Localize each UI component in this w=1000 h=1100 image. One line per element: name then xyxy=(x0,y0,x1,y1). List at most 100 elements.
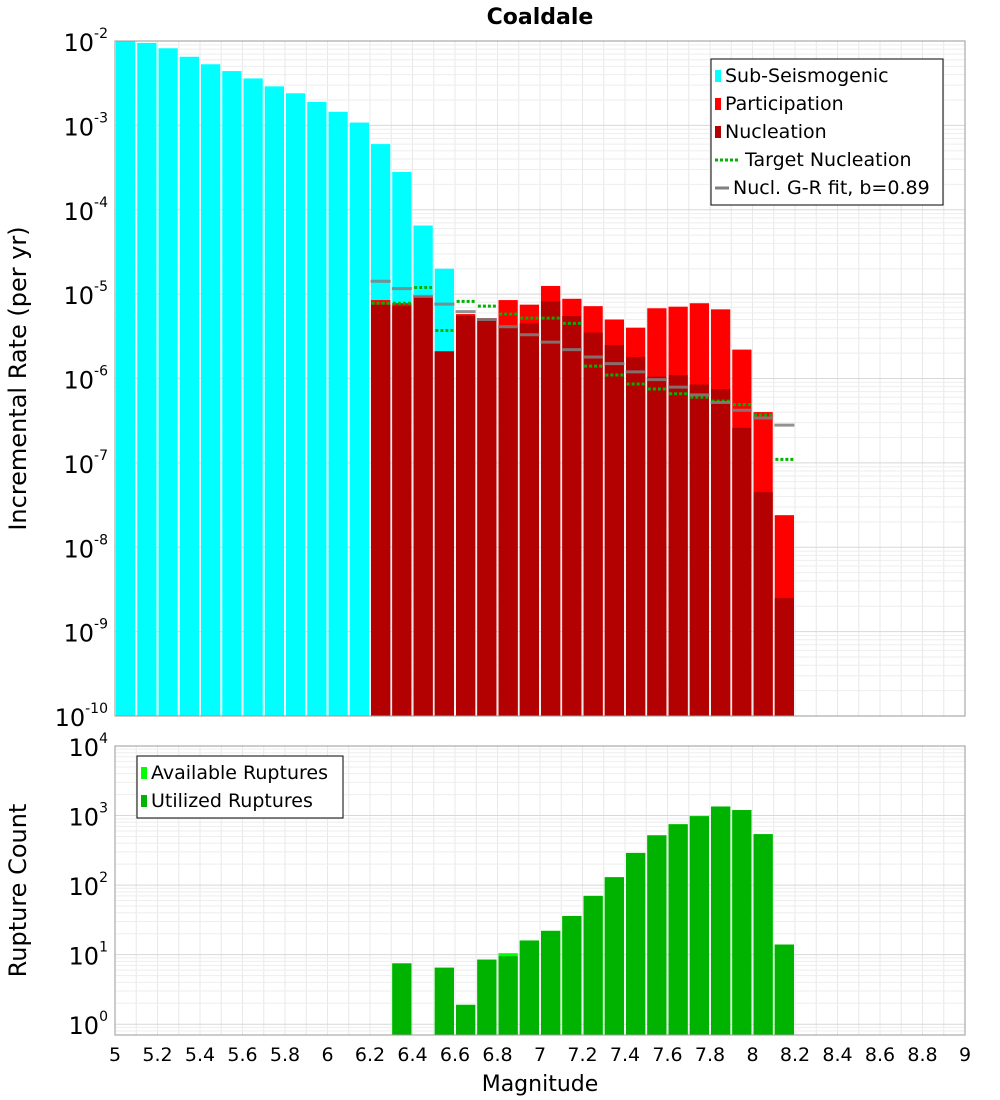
x-tick-label: 5.2 xyxy=(142,1044,172,1066)
x-tick-label: 5.6 xyxy=(227,1044,257,1066)
rate-y-axis-label: Incremental Rate (per yr) xyxy=(4,226,32,530)
count-y-axis-label: Rupture Count xyxy=(4,804,32,978)
count-bar xyxy=(689,816,709,1035)
rate-legend-label: Sub-Seismogenic xyxy=(725,65,889,87)
x-tick-label: 6.6 xyxy=(440,1044,470,1066)
rate-bar xyxy=(179,56,199,716)
rate-bar xyxy=(286,93,306,716)
count-y-tick-label: 104 xyxy=(69,731,109,762)
rate-legend-swatch xyxy=(715,70,721,82)
rate-bar xyxy=(413,296,433,716)
rate-bar xyxy=(222,71,242,716)
rate-bar xyxy=(371,304,391,716)
x-tick-label: 5.8 xyxy=(270,1044,300,1066)
rate-y-tick-label: 10-9 xyxy=(63,617,108,648)
rate-y-tick-label: 10-10 xyxy=(55,701,108,732)
rate-legend-label: Participation xyxy=(725,93,844,115)
rate-bar xyxy=(264,86,284,716)
rate-legend-box xyxy=(710,58,944,206)
count-frame xyxy=(114,745,966,1036)
rate-frame xyxy=(114,40,966,717)
rate-legend-swatch xyxy=(715,98,721,110)
x-tick-label: 6.4 xyxy=(397,1044,427,1066)
x-tick-label: 8.8 xyxy=(907,1044,937,1066)
rate-bar xyxy=(668,375,688,716)
rate-legend-label: Nucl. G-R fit, b=0.89 xyxy=(733,177,930,199)
x-tick-label: 8.6 xyxy=(865,1044,895,1066)
count-legend-label: Available Ruptures xyxy=(151,762,328,784)
rate-y-tick-label: 10-6 xyxy=(63,364,108,395)
x-tick-label: 9 xyxy=(959,1044,971,1066)
x-tick-label: 7.6 xyxy=(652,1044,682,1066)
rate-bar xyxy=(562,316,582,716)
x-tick-label: 6 xyxy=(321,1044,333,1066)
x-tick-label: 7.2 xyxy=(567,1044,597,1066)
rate-y-tick-label: 10-8 xyxy=(63,532,108,563)
rate-bar xyxy=(753,492,773,716)
x-tick-label: 7.4 xyxy=(610,1044,640,1066)
rate-legend-swatch xyxy=(715,126,721,138)
x-tick-label: 6.2 xyxy=(355,1044,385,1066)
rate-bar xyxy=(137,42,157,716)
rate-y-tick-label: 10-2 xyxy=(63,26,108,57)
rate-bar xyxy=(519,323,539,716)
x-tick-label: 8 xyxy=(746,1044,758,1066)
count-bar xyxy=(562,915,582,1035)
count-legend-label: Utilized Ruptures xyxy=(151,790,313,812)
count-y-tick-label: 103 xyxy=(69,801,108,832)
count-bar xyxy=(477,959,497,1035)
x-tick-label: 5 xyxy=(109,1044,121,1066)
count-series-1 xyxy=(392,806,794,1035)
count-bar xyxy=(604,877,624,1035)
rate-series-2 xyxy=(371,296,794,716)
count-bar xyxy=(626,852,646,1035)
count-legend-box xyxy=(136,755,344,819)
x-axis-label: Magnitude xyxy=(482,1072,599,1097)
rate-y-tick-label: 10-5 xyxy=(63,279,108,310)
count-y-tick-label: 102 xyxy=(69,870,108,901)
rate-legend-label: Target Nucleation xyxy=(744,149,912,171)
count-legend-swatch xyxy=(141,767,147,779)
rate-bar xyxy=(583,332,603,716)
rate-bar xyxy=(307,101,327,716)
chart-title: Coaldale xyxy=(487,5,594,30)
x-tick-label: 7.8 xyxy=(695,1044,725,1066)
rate-bar xyxy=(604,344,624,716)
rate-legend-label: Nucleation xyxy=(725,121,827,143)
x-tick-label: 8.2 xyxy=(780,1044,810,1066)
rate-bar xyxy=(456,316,476,716)
count-bar xyxy=(583,895,603,1035)
count-bar xyxy=(647,835,667,1035)
rate-y-tick-label: 10-3 xyxy=(63,110,108,141)
rate-bar xyxy=(477,318,497,716)
rate-bar xyxy=(689,384,709,716)
count-bar xyxy=(519,940,539,1035)
rate-bar xyxy=(541,301,561,716)
count-bar xyxy=(732,810,752,1035)
count-legend: Available Ruptures Utilized Ruptures xyxy=(136,755,344,819)
count-bar xyxy=(668,824,688,1035)
count-y-tick-label: 101 xyxy=(69,940,108,971)
count-bar xyxy=(434,967,454,1035)
count-legend-swatch xyxy=(141,795,147,807)
rate-bar xyxy=(116,41,136,716)
x-tick-label: 5.4 xyxy=(185,1044,215,1066)
rate-bar xyxy=(711,389,731,716)
count-bar xyxy=(498,956,518,1035)
x-tick-label: 8.4 xyxy=(822,1044,852,1066)
count-bar xyxy=(456,1004,476,1035)
count-y-tick-label: 100 xyxy=(69,1009,108,1040)
rate-bar xyxy=(201,64,221,716)
rate-bar xyxy=(647,376,667,716)
count-bar xyxy=(541,930,561,1035)
rate-bar xyxy=(732,427,752,716)
count-bar xyxy=(711,806,731,1035)
rate-y-tick-label: 10-4 xyxy=(63,195,108,226)
rate-bar xyxy=(328,111,348,716)
x-tick-label: 6.8 xyxy=(482,1044,512,1066)
x-tick-label: 7 xyxy=(534,1044,546,1066)
rate-bar xyxy=(392,306,412,716)
rate-legend: Sub-Seismogenic Participation Nucleation Ta… xyxy=(710,58,944,206)
rate-bar xyxy=(158,48,178,716)
rate-bar xyxy=(626,356,646,716)
